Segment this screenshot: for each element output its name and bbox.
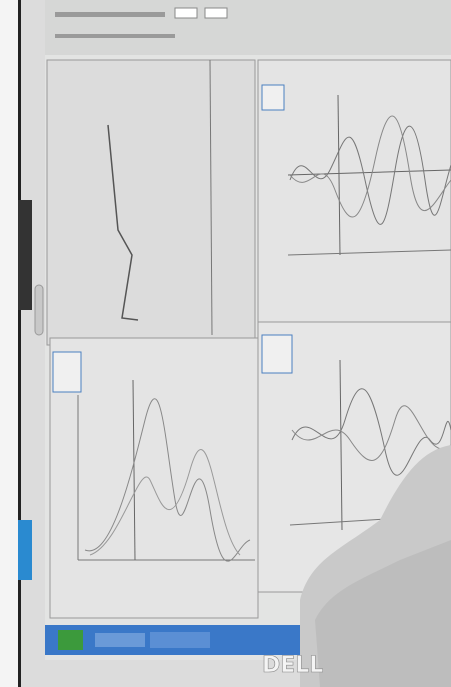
toolbar [45,0,451,55]
taskbar-item [150,632,210,648]
frame-edge [18,0,21,687]
brand-logo: DELL [262,653,323,678]
panel-bottom-left [49,337,259,619]
cable [18,200,32,310]
panel-top-left [46,59,256,346]
cable-blue [18,520,32,580]
toolbar-icons [55,7,228,38]
sleeve-fold [315,540,451,687]
panel-top-right [257,59,451,323]
start-button [58,630,83,650]
power-button [34,284,44,336]
taskbar-icons [95,633,145,647]
